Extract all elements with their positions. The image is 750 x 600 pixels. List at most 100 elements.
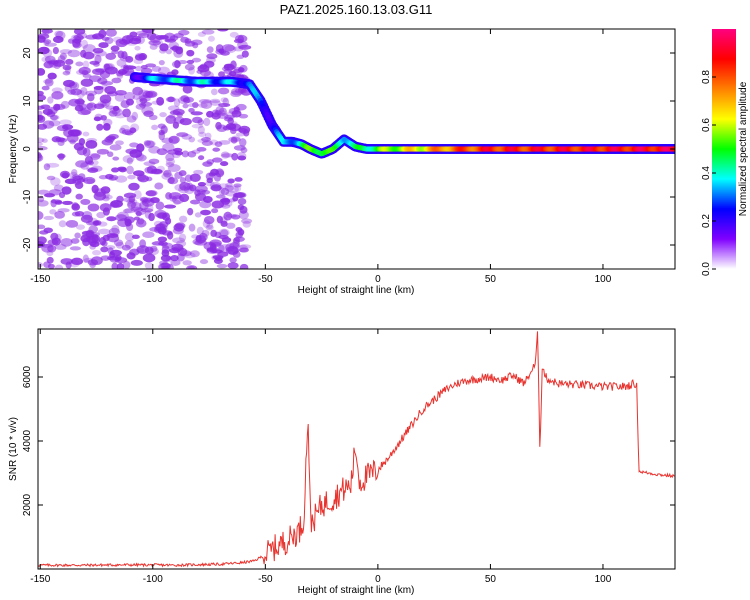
noise-speckle bbox=[182, 84, 193, 94]
noise-speckle bbox=[179, 193, 190, 203]
noise-speckle bbox=[62, 70, 71, 76]
noise-speckle bbox=[207, 35, 215, 42]
noise-speckle bbox=[41, 243, 53, 248]
noise-speckle bbox=[136, 247, 145, 253]
noise-speckle bbox=[225, 123, 237, 130]
noise-speckle bbox=[82, 176, 96, 185]
noise-speckle bbox=[174, 171, 183, 179]
noise-speckle bbox=[78, 66, 91, 75]
noise-speckle bbox=[211, 200, 225, 209]
noise-speckle bbox=[186, 49, 195, 57]
noise-speckle bbox=[97, 100, 107, 108]
y-tick-label: 6000 bbox=[22, 365, 33, 388]
noise-speckle bbox=[179, 181, 191, 191]
noise-speckle bbox=[99, 203, 112, 212]
noise-speckle bbox=[110, 45, 120, 52]
noise-speckle bbox=[165, 192, 172, 200]
noise-speckle bbox=[233, 145, 246, 151]
noise-speckle bbox=[232, 239, 240, 248]
noise-speckle bbox=[106, 216, 117, 222]
noise-speckle bbox=[105, 173, 114, 180]
noise-speckle bbox=[38, 110, 43, 116]
noise-speckle bbox=[191, 57, 202, 63]
noise-speckle bbox=[61, 200, 73, 206]
noise-speckle bbox=[102, 194, 113, 200]
noise-speckle bbox=[153, 220, 163, 227]
y-tick-label: 10 bbox=[22, 95, 33, 107]
noise-speckle bbox=[225, 213, 237, 218]
noise-speckle bbox=[187, 150, 197, 158]
noise-speckle bbox=[54, 210, 65, 219]
spectrogram-y-axis-label: Frequency (Hz) bbox=[8, 115, 19, 184]
noise-speckle bbox=[43, 215, 55, 221]
noise-speckle bbox=[176, 112, 183, 118]
noise-speckle bbox=[205, 224, 214, 231]
noise-speckle bbox=[88, 75, 102, 82]
noise-speckle bbox=[156, 148, 168, 156]
noise-speckle bbox=[82, 44, 96, 53]
noise-speckle bbox=[116, 58, 127, 67]
noise-speckle bbox=[210, 98, 221, 104]
snr-plot-area bbox=[38, 331, 675, 568]
noise-speckle bbox=[38, 35, 46, 43]
noise-speckle bbox=[216, 29, 229, 32]
noise-speckle bbox=[38, 152, 43, 162]
noise-speckle bbox=[96, 123, 104, 131]
noise-speckle bbox=[139, 239, 147, 249]
noise-speckle bbox=[146, 140, 156, 147]
noise-speckle bbox=[46, 175, 56, 181]
noise-speckle bbox=[101, 139, 114, 146]
noise-speckle bbox=[39, 230, 49, 235]
x-tick-label: -150 bbox=[30, 274, 50, 285]
noise-speckle bbox=[145, 63, 157, 68]
noise-speckle bbox=[212, 147, 221, 152]
noise-speckle bbox=[50, 177, 61, 186]
noise-speckle bbox=[59, 119, 72, 126]
noise-speckle bbox=[73, 142, 85, 151]
noise-speckle bbox=[215, 256, 223, 262]
noise-speckle bbox=[38, 199, 49, 207]
noise-speckle bbox=[77, 109, 91, 116]
noise-speckle bbox=[88, 153, 101, 158]
noise-speckle bbox=[43, 261, 51, 268]
noise-speckle bbox=[46, 162, 60, 168]
noise-speckle bbox=[59, 52, 67, 60]
noise-speckle bbox=[144, 262, 154, 269]
noise-speckle bbox=[44, 42, 57, 47]
noise-speckle bbox=[118, 167, 127, 173]
noise-speckle bbox=[172, 151, 181, 159]
noise-speckle bbox=[165, 161, 175, 168]
noise-speckle bbox=[127, 200, 137, 209]
noise-speckle bbox=[238, 44, 252, 50]
noise-speckle bbox=[197, 31, 206, 37]
noise-speckle bbox=[186, 265, 198, 269]
noise-speckle bbox=[228, 136, 241, 143]
noise-speckle bbox=[98, 29, 107, 38]
noise-speckle bbox=[87, 217, 99, 226]
x-tick-label: 0 bbox=[375, 574, 381, 585]
noise-speckle bbox=[50, 114, 59, 121]
noise-speckle bbox=[85, 34, 99, 40]
colorbar: 0.0 0.2 0.4 0.6 0.8 Normalized spectral ampl… bbox=[701, 29, 749, 276]
noise-speckle bbox=[168, 114, 176, 119]
noise-speckle bbox=[80, 198, 91, 205]
x-tick-label: 50 bbox=[485, 274, 497, 285]
noise-speckle bbox=[187, 103, 200, 108]
noise-speckle bbox=[174, 222, 186, 229]
noise-speckle bbox=[156, 96, 165, 106]
noise-speckle bbox=[105, 52, 117, 60]
noise-speckle bbox=[41, 138, 48, 143]
noise-speckle bbox=[220, 220, 228, 227]
noise-speckle bbox=[43, 193, 56, 198]
noise-speckle bbox=[215, 106, 225, 114]
noise-speckle bbox=[108, 110, 118, 117]
noise-speckle bbox=[38, 211, 44, 220]
noise-speckle bbox=[164, 204, 177, 209]
noise-speckle bbox=[241, 218, 253, 224]
snr-x-axis-label: Height of straight line (km) bbox=[298, 585, 415, 596]
noise-speckle bbox=[233, 106, 240, 113]
noise-speckle bbox=[131, 234, 140, 239]
noise-speckle bbox=[205, 172, 214, 181]
noise-speckle bbox=[218, 107, 227, 117]
